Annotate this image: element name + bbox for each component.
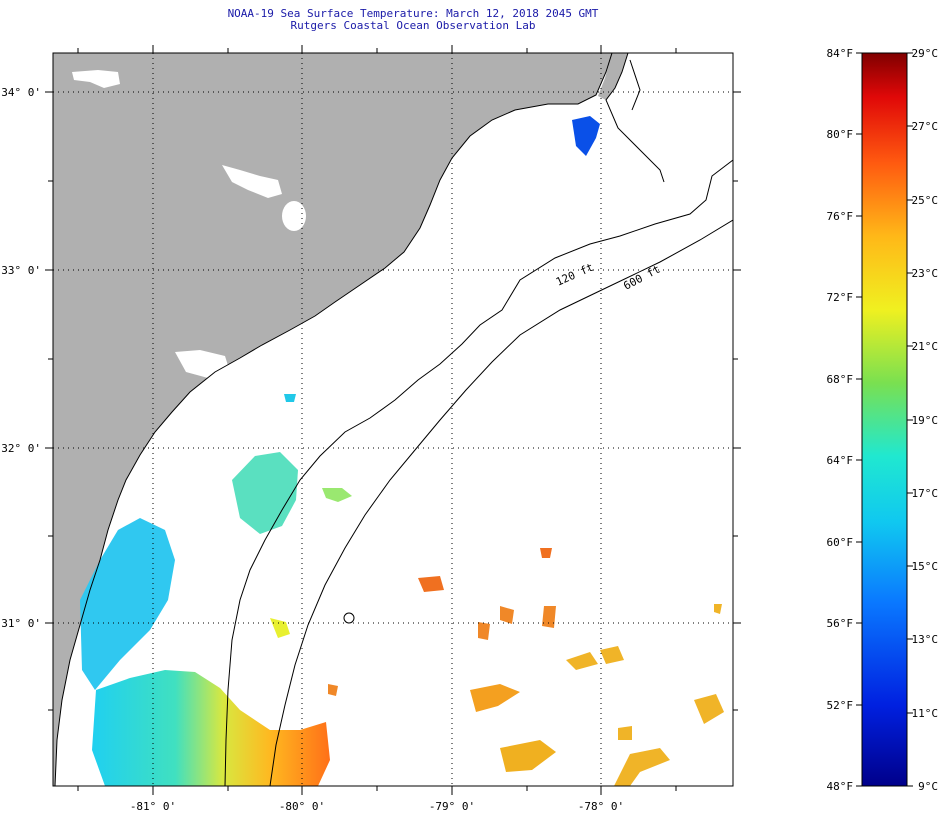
sst-patch-green [322, 488, 352, 502]
sst-patch-orange [328, 684, 338, 696]
sst-patch-amber [600, 646, 624, 664]
sst-patch-amber [566, 652, 598, 670]
lat-label: 32° 0' [1, 442, 41, 455]
map-area [53, 53, 733, 786]
sst-patch-orange [540, 548, 552, 558]
colorbar-c-label: 13°C [912, 633, 939, 646]
sst-patch-orange [542, 606, 556, 628]
sst-patch-orange [500, 606, 514, 624]
colorbar-f-label: 48°F [827, 780, 854, 793]
cloud-patch [282, 201, 306, 231]
colorbar-f-label: 84°F [827, 47, 854, 60]
isobath-600ft [269, 219, 733, 786]
isobath-120ft [224, 159, 733, 786]
colorbar-c-label: 29°C [912, 47, 939, 60]
colorbar-f-label: 60°F [827, 536, 854, 549]
lon-label: -79° 0' [429, 800, 475, 813]
sst-patch-orange [418, 576, 444, 592]
lon-label: -80° 0' [279, 800, 325, 813]
sst-patch-cyan-small [284, 394, 296, 402]
colorbar-c-label: 25°C [912, 194, 939, 207]
colorbar-c-label: 17°C [912, 487, 939, 500]
colorbar-f-label: 76°F [827, 210, 854, 223]
colorbar-c-label: 9°C [918, 780, 938, 793]
lon-label: -81° 0' [130, 800, 176, 813]
sst-patch-amber [714, 604, 722, 614]
colorbar-celsius-labels: 29°C 27°C 25°C 23°C 21°C 19°C 17°C 15°C … [912, 47, 939, 793]
lon-label: -78° 0' [578, 800, 624, 813]
colorbar [861, 52, 908, 787]
colorbar-f-label: 72°F [827, 291, 854, 304]
sst-patch-blue [572, 116, 600, 156]
sst-patch-amber [470, 684, 520, 712]
colorbar-f-label: 52°F [827, 699, 854, 712]
sst-patch-amber [614, 748, 670, 786]
sst-patch-midshelf [232, 452, 298, 534]
graticule [53, 53, 733, 786]
coastline-northeast [605, 53, 665, 183]
land-northeast [598, 53, 628, 100]
cloud-patch [222, 165, 282, 198]
sst-patch-amber [618, 726, 632, 740]
colorbar-c-label: 23°C [912, 267, 939, 280]
map-title: NOAA-19 Sea Surface Temperature: March 1… [227, 7, 599, 20]
map-frame [52, 52, 734, 787]
colorbar-c-label: 19°C [912, 414, 939, 427]
sst-patch-coastal-cyan [80, 518, 175, 690]
lat-label: 33° 0' [1, 264, 41, 277]
sst-patch-amber [694, 694, 724, 724]
cloud-patch [72, 70, 120, 88]
coastline [54, 53, 613, 786]
colorbar-f-label: 80°F [827, 128, 854, 141]
colorbar-fahrenheit-labels: 84°F 80°F 76°F 72°F 68°F 64°F 60°F 56°F … [827, 47, 854, 793]
colorbar-c-label: 21°C [912, 340, 939, 353]
colorbar-f-label: 64°F [827, 454, 854, 467]
map-subtitle: Rutgers Coastal Ocean Observation Lab [290, 19, 536, 32]
sst-patch-orange [478, 622, 490, 640]
sst-patch-yellow [270, 618, 290, 638]
sst-patch-southwest [92, 670, 330, 786]
land-mass [53, 53, 612, 786]
colorbar-ticks [856, 52, 913, 787]
lat-label: 31° 0' [1, 617, 41, 630]
colorbar-c-label: 11°C [912, 707, 939, 720]
axis-ticks [45, 45, 741, 795]
lat-label: 34° 0' [1, 86, 41, 99]
sst-patch-amber [500, 740, 556, 772]
colorbar-c-label: 15°C [912, 560, 939, 573]
colorbar-f-label: 68°F [827, 373, 854, 386]
colorbar-f-label: 56°F [827, 617, 854, 630]
colorbar-c-label: 27°C [912, 120, 939, 133]
